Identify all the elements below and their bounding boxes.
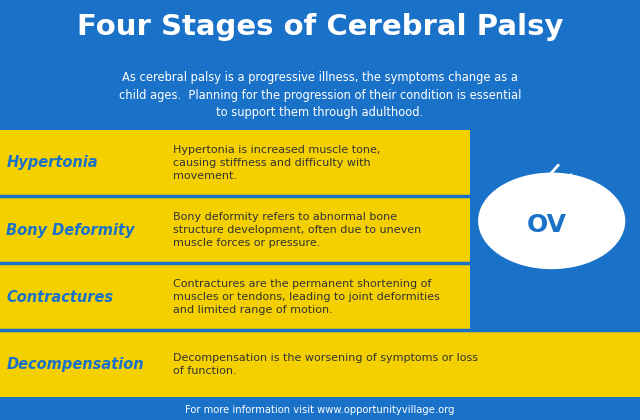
Text: Bony deformity refers to abnormal bone
structure development, often due to uneve: Bony deformity refers to abnormal bone s…	[173, 212, 421, 248]
Text: ✦: ✦	[532, 183, 539, 192]
Text: Decompensation is the worsening of symptoms or loss
of function.: Decompensation is the worsening of sympt…	[173, 353, 478, 376]
Bar	[0, 197, 470, 263]
Text: Four Stages of Cerebral Palsy: Four Stages of Cerebral Palsy	[77, 13, 563, 41]
Text: OV: OV	[527, 213, 566, 237]
Circle shape	[478, 173, 625, 269]
Text: As cerebral palsy is a progressive illness, the symptoms change as a
child ages.: As cerebral palsy is a progressive illne…	[119, 71, 521, 119]
Bar	[0, 130, 470, 196]
Bar	[0, 265, 470, 330]
Text: Hypertonia is increased muscle tone,
causing stiffness and difficulty with
movem: Hypertonia is increased muscle tone, cau…	[173, 145, 380, 181]
Bar	[0, 331, 640, 397]
Text: Contractures: Contractures	[6, 290, 113, 304]
Text: Decompensation: Decompensation	[6, 357, 144, 372]
Text: Bony Deformity: Bony Deformity	[6, 223, 135, 237]
Text: Contractures are the permanent shortening of
muscles or tendons, leading to join: Contractures are the permanent shortenin…	[173, 279, 440, 315]
Text: For more information visit www.opportunityvillage.org: For more information visit www.opportuni…	[185, 405, 455, 415]
Text: Hypertonia: Hypertonia	[6, 155, 98, 171]
